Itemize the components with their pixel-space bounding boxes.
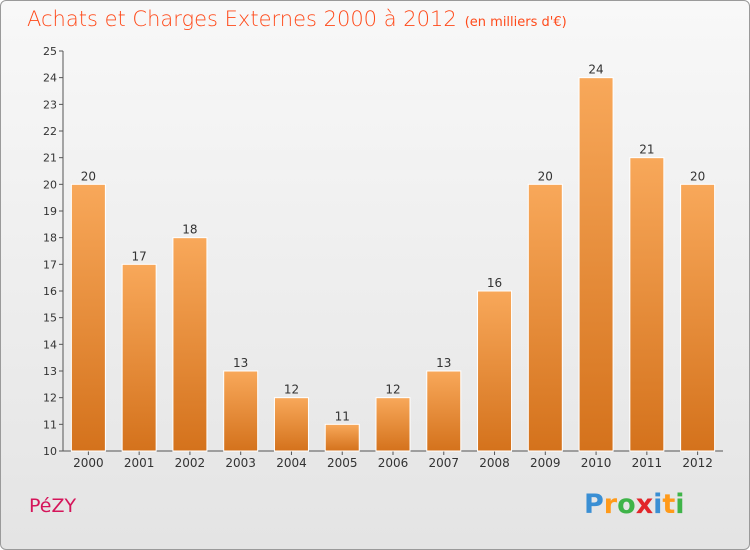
y-tick-label: 15 [43,312,57,325]
y-tick-label: 21 [43,152,57,165]
bar-2001 [121,263,157,452]
y-tick-label: 11 [43,418,57,431]
data-label: 18 [182,223,197,237]
data-label: 11 [335,409,350,423]
x-tick-label: 2000 [73,456,104,470]
bar-2000 [70,183,106,452]
data-label: 21 [639,143,654,157]
x-tick-label: 2012 [682,456,713,470]
chart-unit: (en milliers d'€) [464,15,567,30]
x-tick-label: 2001 [124,456,155,470]
bar-2006 [375,397,411,452]
data-label: 20 [690,169,705,183]
data-label: 17 [132,249,147,263]
y-tick-label: 23 [43,98,57,111]
x-tick-label: 2011 [632,456,663,470]
data-label: 12 [385,383,400,397]
y-tick-label: 14 [43,338,57,351]
x-tick-label: 2003 [225,456,256,470]
x-tick-label: 2007 [428,456,459,470]
x-tick-label: 2005 [327,456,358,470]
data-label: 20 [538,169,553,183]
bar-2007 [426,370,462,452]
data-label: 13 [436,356,451,370]
chart-title: Achats et Charges Externes 2000 à 2012 [27,7,457,31]
y-tick-label: 12 [43,392,57,405]
y-tick-label: 25 [43,45,57,58]
data-label: 16 [487,276,502,290]
y-tick-label: 22 [43,125,57,138]
x-tick-label: 2008 [479,456,510,470]
y-tick-label: 17 [43,258,57,271]
x-tick-label: 2010 [581,456,612,470]
y-tick-label: 16 [43,285,57,298]
bar-2005 [324,423,360,452]
logo-letter: P [584,489,604,520]
y-tick-label: 10 [43,445,57,458]
x-tick-label: 2002 [175,456,206,470]
logo-letter: t [662,489,676,520]
x-tick-label: 2006 [378,456,409,470]
bar-2003 [223,370,259,452]
y-tick-label: 13 [43,365,57,378]
data-label: 13 [233,356,248,370]
data-label: 20 [81,169,96,183]
x-tick-label: 2004 [276,456,307,470]
proxiti-logo: Proxiti [584,489,685,520]
y-tick-label: 19 [43,205,57,218]
bar-2010 [578,77,614,452]
logo-letter: i [675,489,685,520]
logo-letter: o [617,489,636,520]
bar-2008 [477,290,513,452]
commune-name: PéZY [29,495,77,517]
logo-letter: x [635,489,654,520]
bar-2012 [680,183,716,452]
chart-title-block: Achats et Charges Externes 2000 à 2012 (e… [27,7,567,31]
chart-axes: 10 11 12 13 14 15 16 17 18 19 20 21 22 23 24 25 2000 2001… [43,45,723,470]
logo-letter: r [603,489,618,520]
bar-2002 [172,237,208,452]
x-tick-label: 2009 [530,456,561,470]
bar-2011 [629,157,665,452]
logo-letter: i [653,489,663,520]
y-tick-label: 24 [43,72,57,85]
data-label: 12 [284,383,299,397]
bar-2004 [273,397,309,452]
bar-2009 [527,183,563,452]
chart-data-labels: 20 17 18 13 12 11 12 13 16 20 24 21 20 [81,63,706,424]
chart-bars [70,77,716,452]
y-tick-label: 20 [43,178,57,191]
y-tick-label: 18 [43,232,57,245]
data-label: 24 [588,63,603,77]
